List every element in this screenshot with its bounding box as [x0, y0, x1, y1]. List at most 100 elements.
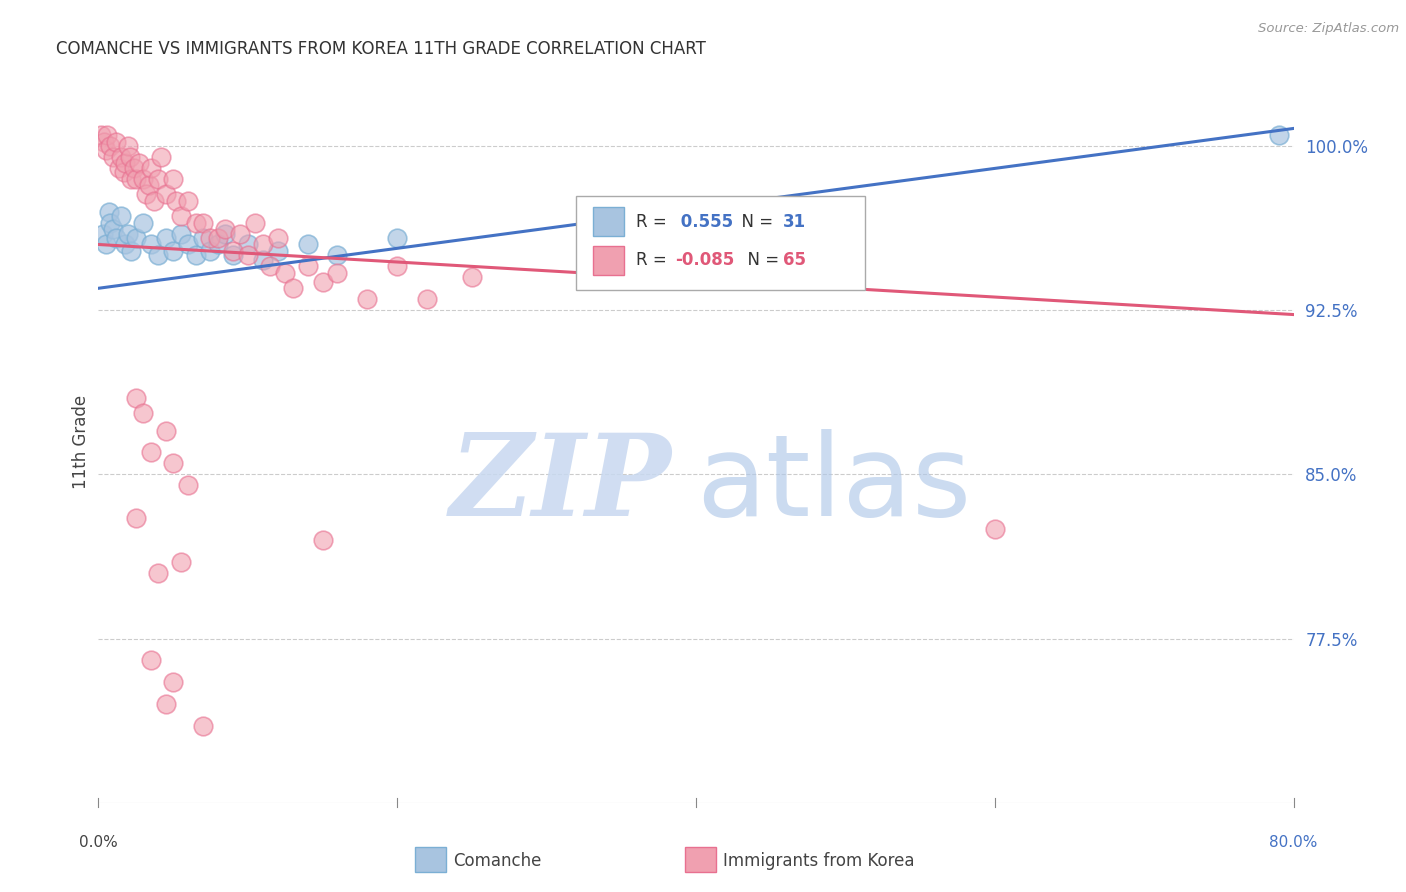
Text: atlas: atlas: [696, 429, 972, 541]
Point: [128, 156, 150, 170]
Point: [93, 135, 115, 149]
Point: [98, 139, 122, 153]
Point: [155, 231, 177, 245]
Point: [207, 231, 229, 245]
Point: [94, 144, 117, 158]
Point: [142, 194, 165, 208]
Point: [281, 281, 304, 295]
Point: [125, 231, 148, 245]
Point: [214, 227, 236, 241]
Text: ZIP: ZIP: [450, 429, 672, 541]
Point: [125, 391, 148, 405]
Text: 80.0%: 80.0%: [1270, 836, 1317, 850]
Point: [385, 260, 409, 274]
Point: [125, 171, 148, 186]
Point: [165, 194, 187, 208]
Point: [177, 194, 200, 208]
Point: [91, 227, 114, 241]
Point: [117, 139, 139, 153]
Point: [245, 216, 267, 230]
Point: [297, 260, 319, 274]
Point: [110, 209, 132, 223]
Point: [125, 511, 148, 525]
Point: [139, 653, 162, 667]
Point: [297, 237, 319, 252]
Text: N =: N =: [731, 212, 779, 231]
Point: [984, 522, 1007, 536]
Point: [150, 150, 173, 164]
Point: [356, 292, 378, 306]
Point: [236, 237, 259, 252]
Point: [191, 719, 214, 733]
Point: [96, 128, 118, 142]
Point: [191, 231, 214, 245]
Text: R =: R =: [636, 212, 672, 231]
Point: [120, 244, 142, 258]
Point: [103, 150, 125, 164]
Text: 0.555: 0.555: [675, 212, 733, 231]
Point: [200, 231, 222, 245]
Point: [236, 248, 259, 262]
Point: [259, 260, 281, 274]
Point: [148, 171, 170, 186]
Point: [222, 248, 245, 262]
Point: [110, 150, 132, 164]
Point: [207, 237, 229, 252]
Point: [214, 222, 236, 236]
Point: [267, 231, 290, 245]
Point: [132, 406, 155, 420]
Point: [98, 216, 122, 230]
Point: [169, 209, 191, 223]
Y-axis label: 11th Grade: 11th Grade: [72, 394, 90, 489]
Point: [132, 171, 155, 186]
Point: [267, 244, 290, 258]
Point: [162, 457, 184, 471]
Point: [97, 204, 120, 219]
Point: [139, 161, 162, 175]
Point: [191, 216, 214, 230]
Point: [169, 227, 191, 241]
Point: [162, 675, 184, 690]
Point: [103, 222, 125, 236]
Point: [326, 266, 349, 280]
Point: [162, 171, 184, 186]
Point: [135, 187, 157, 202]
Point: [114, 156, 136, 170]
Point: [184, 216, 207, 230]
Point: [139, 237, 162, 252]
Point: [252, 237, 274, 252]
Text: N =: N =: [737, 252, 785, 269]
Text: Source: ZipAtlas.com: Source: ZipAtlas.com: [1258, 22, 1399, 36]
Point: [148, 248, 170, 262]
Point: [139, 445, 162, 459]
Text: Comanche: Comanche: [453, 852, 541, 870]
Point: [162, 244, 184, 258]
Point: [132, 216, 155, 230]
Point: [416, 292, 439, 306]
Point: [90, 128, 112, 142]
Point: [1267, 128, 1289, 142]
Text: R =: R =: [636, 252, 672, 269]
Point: [114, 237, 136, 252]
Point: [155, 424, 177, 438]
Point: [169, 555, 191, 569]
Point: [105, 231, 128, 245]
Point: [138, 178, 160, 193]
Point: [155, 698, 177, 712]
Point: [326, 248, 349, 262]
Text: -0.085: -0.085: [675, 252, 734, 269]
Point: [229, 227, 252, 241]
Text: 65: 65: [783, 252, 806, 269]
Point: [385, 231, 409, 245]
Point: [108, 161, 131, 175]
Point: [177, 237, 200, 252]
Point: [311, 533, 333, 547]
Text: COMANCHE VS IMMIGRANTS FROM KOREA 11TH GRADE CORRELATION CHART: COMANCHE VS IMMIGRANTS FROM KOREA 11TH G…: [56, 40, 706, 58]
Point: [118, 150, 141, 164]
Point: [222, 244, 245, 258]
Point: [252, 252, 274, 267]
Point: [117, 227, 139, 241]
Point: [155, 187, 177, 202]
Point: [124, 161, 146, 175]
Point: [461, 270, 484, 285]
